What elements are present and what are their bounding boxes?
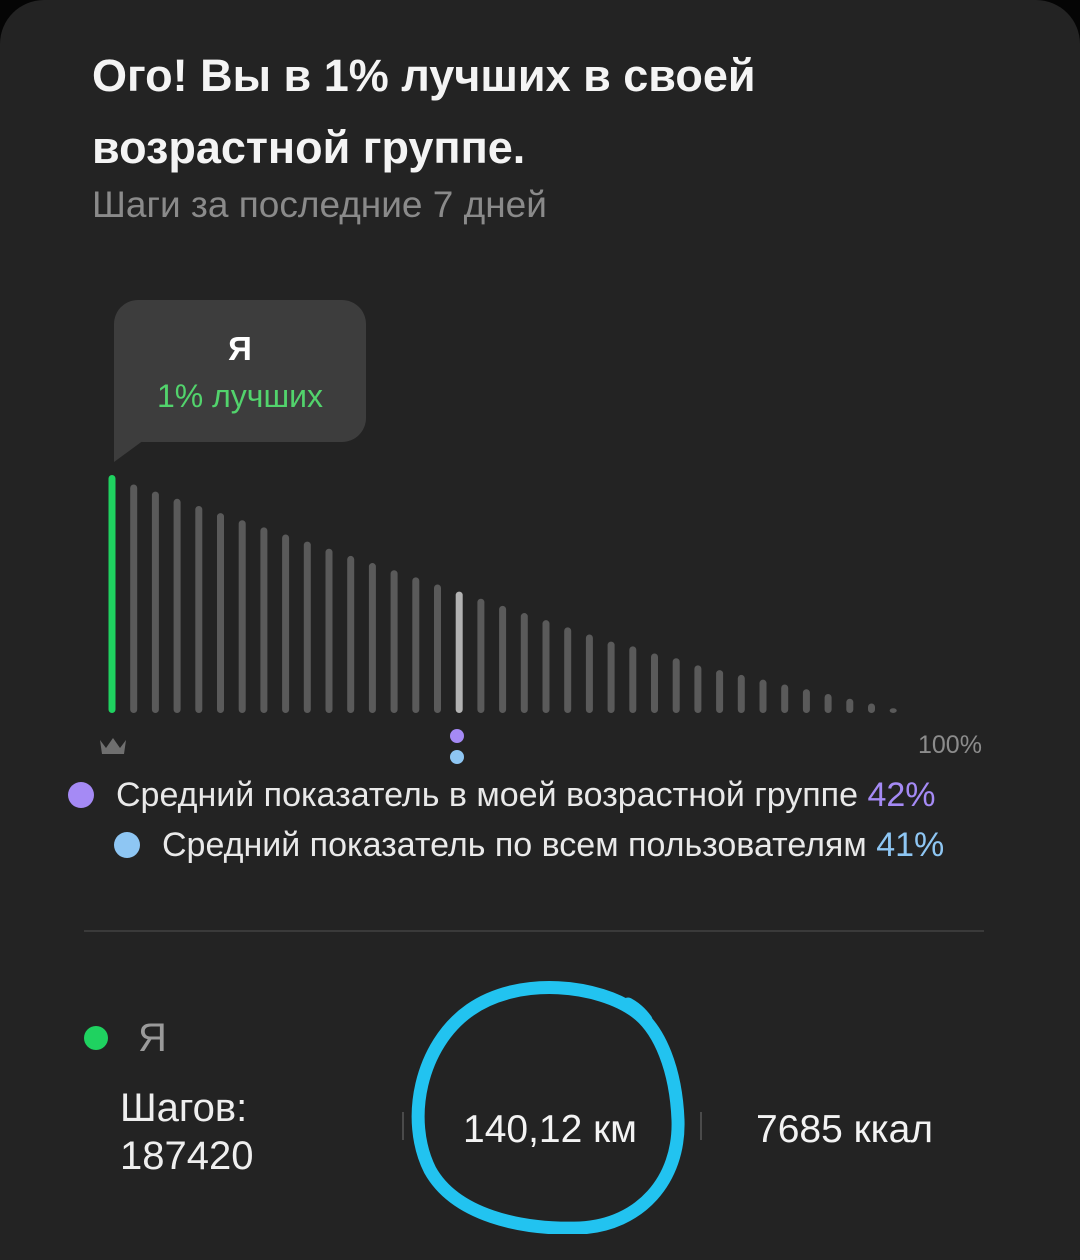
legend-all-users: Средний показатель по всем пользователям… xyxy=(162,826,944,865)
legend-age-group: Средний показатель в моей возрастной гру… xyxy=(116,776,936,815)
ranking-bar xyxy=(889,708,897,713)
ranking-bar xyxy=(499,605,507,713)
ranking-bar xyxy=(173,498,181,713)
ranking-bar xyxy=(195,505,203,713)
tooltip-tail xyxy=(114,440,144,462)
ranking-bar xyxy=(217,513,224,713)
ranking-bar xyxy=(607,641,615,713)
page-title: Ого! Вы в 1% лучших в своей возрастной г… xyxy=(92,50,756,173)
my-rank-bar xyxy=(108,475,116,713)
all-users-legend-dot xyxy=(114,832,140,858)
ranking-bar xyxy=(629,646,637,713)
ranking-bar xyxy=(585,634,593,713)
distance-value: 140,12 км xyxy=(463,1108,637,1151)
ranking-bar xyxy=(347,555,355,713)
crown-icon xyxy=(100,738,126,754)
age-group-legend-dot xyxy=(68,782,94,808)
ranking-bar xyxy=(672,658,680,713)
ranking-bar xyxy=(390,570,398,713)
ranking-bar xyxy=(802,689,810,713)
calories-value: 7685 ккал xyxy=(756,1108,934,1151)
ranking-bar xyxy=(325,548,333,713)
legend-age-group-label: Средний показатель в моей возрастной гру… xyxy=(116,776,858,814)
axis-end-label: 100% xyxy=(918,731,982,759)
steps-value: 187420 xyxy=(120,1134,254,1178)
ranking-bar xyxy=(716,670,724,713)
ranking-bar xyxy=(737,674,745,713)
steps-label: Шагов: xyxy=(120,1086,248,1130)
ranking-bar xyxy=(260,527,268,713)
ranking-bar xyxy=(238,520,246,713)
ranking-bar xyxy=(368,563,376,713)
ranking-bar xyxy=(151,491,159,713)
ranking-bar xyxy=(477,598,485,713)
ranking-bar xyxy=(824,693,832,713)
ranking-bar xyxy=(282,534,290,713)
me-dot xyxy=(84,1026,108,1050)
rank-tooltip: Я 1% лучших xyxy=(114,300,366,442)
ranking-bar xyxy=(651,653,658,713)
ranking-bar xyxy=(868,703,875,713)
ranking-bar xyxy=(520,613,528,713)
stat-separator xyxy=(700,1112,702,1140)
tooltip-label: Я xyxy=(228,330,252,367)
ranking-bar xyxy=(434,584,441,713)
ranking-chart xyxy=(108,475,897,713)
ranking-bar xyxy=(130,484,138,713)
me-label: Я xyxy=(138,1016,167,1060)
ranking-bar xyxy=(694,665,702,713)
ranking-bar xyxy=(564,627,572,713)
ranking-bar xyxy=(412,577,420,713)
all-users-marker xyxy=(450,750,464,764)
legend-all-users-label: Средний показатель по всем пользователям xyxy=(162,826,867,864)
page-subtitle: Шаги за последние 7 дней xyxy=(92,184,547,225)
ranking-bar xyxy=(542,620,550,713)
age-group-marker xyxy=(450,729,464,743)
ranking-bar xyxy=(846,698,854,713)
ranking-bar xyxy=(759,679,767,713)
stat-separator xyxy=(402,1112,404,1140)
legend-age-group-value: 42% xyxy=(867,776,936,814)
legend-all-users-value: 41% xyxy=(876,826,945,864)
ranking-bar xyxy=(781,684,789,713)
ranking-bar xyxy=(303,541,311,713)
tooltip-rank: 1% лучших xyxy=(156,378,324,414)
divider xyxy=(84,930,984,932)
ranking-bar xyxy=(455,591,463,713)
